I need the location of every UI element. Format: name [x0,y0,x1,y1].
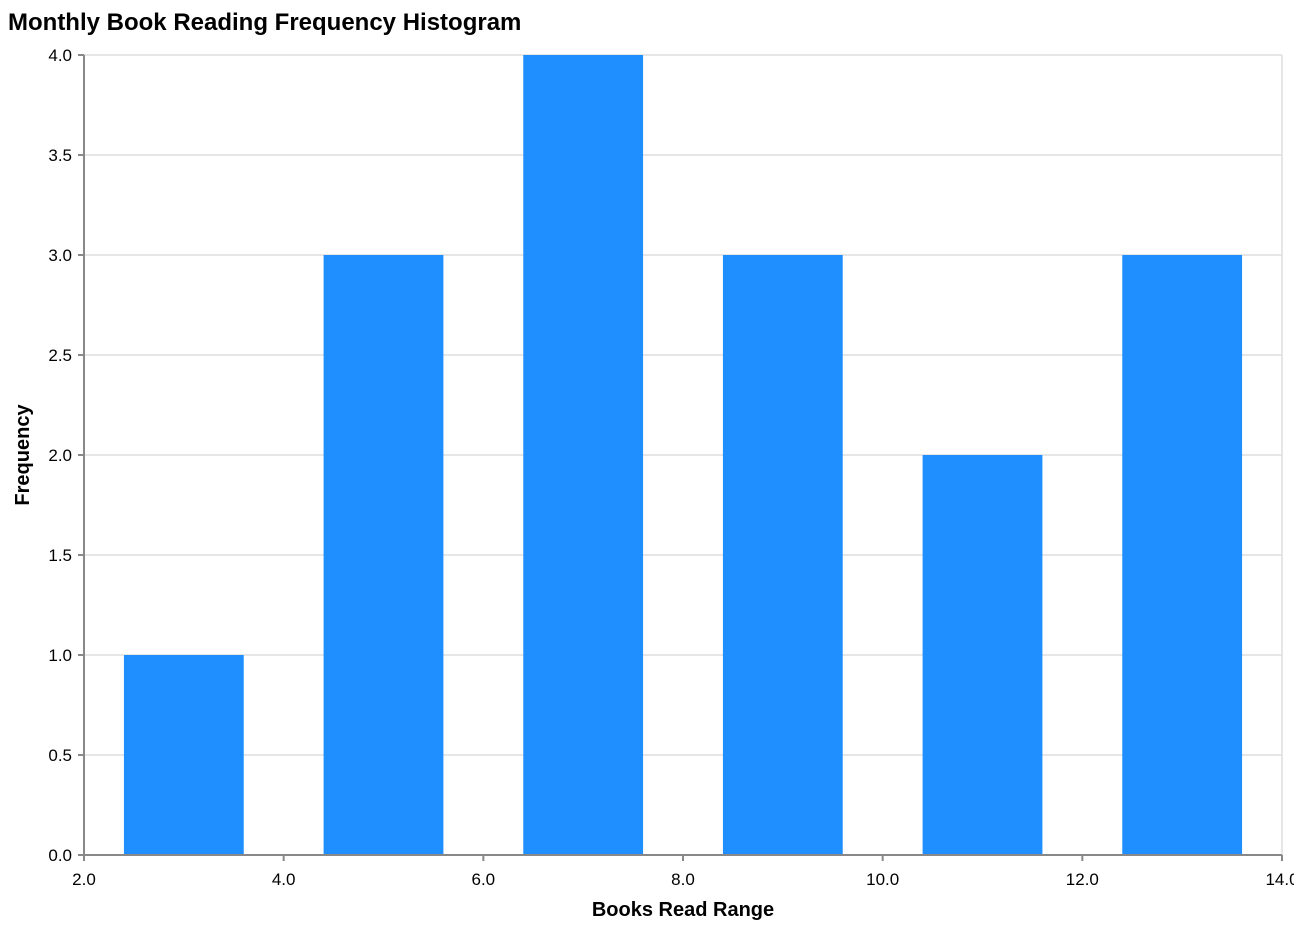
y-tick-label: 1.5 [48,546,72,565]
y-tick-label: 2.5 [48,346,72,365]
y-tick-label: 0.0 [48,846,72,865]
x-tick-label: 4.0 [272,870,296,889]
x-tick-label: 14.0 [1265,870,1294,889]
y-tick-label: 1.0 [48,646,72,665]
y-tick-label: 3.0 [48,246,72,265]
histogram-bar [1122,255,1243,855]
histogram-bar [523,55,644,855]
axes: 0.0 0.5 1.0 1.5 2.0 2.5 3.0 3.5 4.0 2.0 4.0 6.0 8.0 1… [48,46,1294,889]
x-tick-label: 6.0 [472,870,496,889]
histogram-bar [722,255,843,855]
grid-lines [84,54,1283,855]
chart-title: Monthly Book Reading Frequency Histogram [8,9,521,36]
y-tick-label: 2.0 [48,446,72,465]
y-tick-label: 3.5 [48,146,72,165]
histogram-bar [123,655,244,855]
histogram-bar [323,255,444,855]
x-tick-label: 10.0 [866,870,899,889]
bars [123,55,1243,855]
x-tick-label: 2.0 [72,870,96,889]
y-tick-label: 0.5 [48,746,72,765]
y-axis-title: Frequency [12,404,34,506]
x-tick-label: 12.0 [1066,870,1099,889]
y-tick-label: 4.0 [48,46,72,65]
histogram-bar [922,455,1043,855]
x-tick-label: 8.0 [671,870,695,889]
x-axis-title: Books Read Range [592,899,774,921]
